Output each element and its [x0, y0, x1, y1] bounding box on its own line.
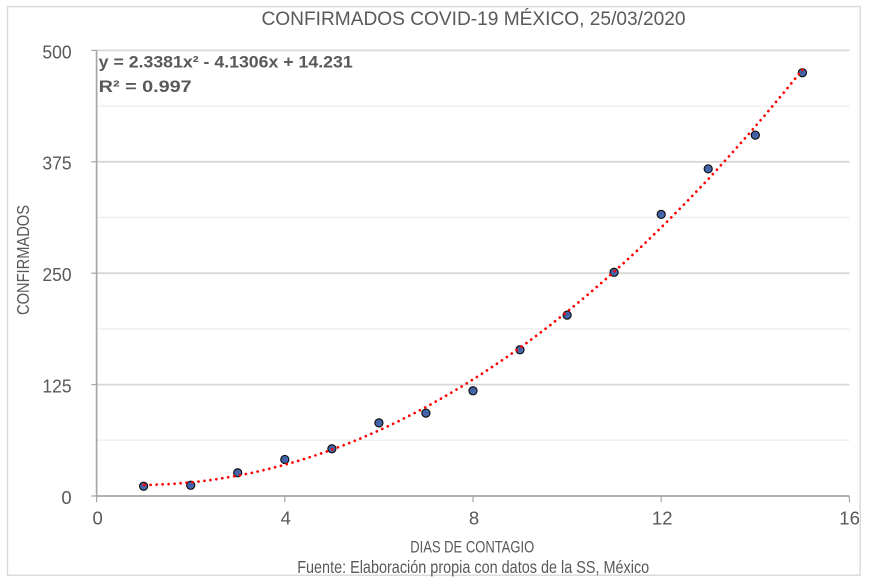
- svg-text:DIAS DE CONTAGIO: DIAS DE CONTAGIO: [410, 539, 534, 557]
- svg-text:375: 375: [42, 153, 71, 174]
- svg-text:R² = 0.997: R² = 0.997: [99, 78, 192, 96]
- svg-text:0: 0: [61, 487, 71, 508]
- svg-text:0: 0: [92, 508, 102, 529]
- svg-text:250: 250: [42, 264, 71, 285]
- svg-text:125: 125: [42, 376, 71, 397]
- svg-text:Fuente: Elaboración propia con: Fuente: Elaboración propia con datos de …: [297, 557, 649, 577]
- svg-text:8: 8: [469, 508, 479, 529]
- svg-text:500: 500: [42, 41, 71, 62]
- svg-text:4: 4: [281, 508, 291, 529]
- svg-text:12: 12: [652, 508, 673, 529]
- svg-text:CONFIRMADOS COVID-19 MÉXICO, 2: CONFIRMADOS COVID-19 MÉXICO, 25/03/2020: [262, 7, 686, 30]
- svg-text:CONFIRMADOS: CONFIRMADOS: [13, 205, 33, 315]
- svg-text:y = 2.3381x² - 4.1306x + 14.23: y = 2.3381x² - 4.1306x + 14.231: [99, 53, 353, 71]
- svg-text:16: 16: [839, 508, 860, 529]
